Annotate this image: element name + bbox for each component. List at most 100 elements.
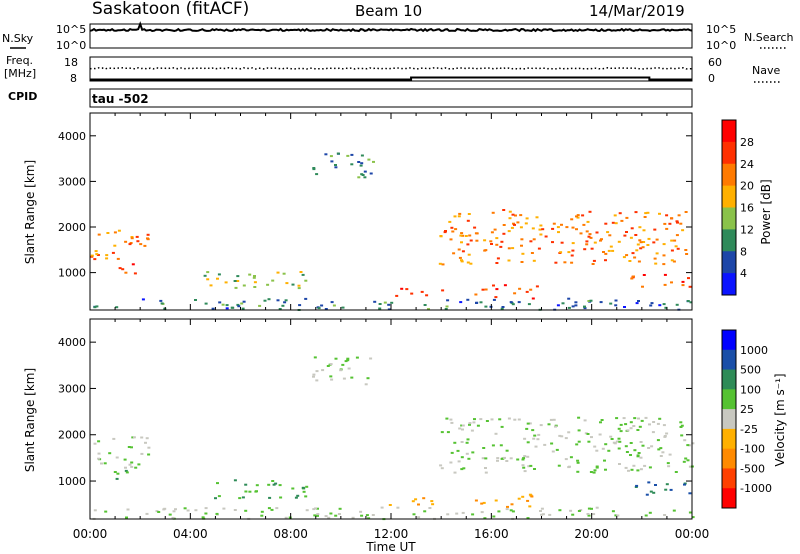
- echo-cell: [670, 217, 674, 220]
- echo-cell: [301, 273, 305, 276]
- echo-cell: [518, 287, 522, 290]
- echo-cell: [529, 464, 533, 467]
- echo-cell: [513, 418, 517, 421]
- echo-cell: [255, 484, 259, 487]
- echo-cell: [137, 463, 141, 466]
- echo-cell: [276, 299, 280, 302]
- echo-cell: [111, 251, 115, 254]
- echo-cell: [494, 499, 498, 502]
- echo-cell: [253, 275, 256, 277]
- echo-cell: [519, 214, 523, 217]
- echo-cell: [124, 271, 128, 274]
- echo-cell: [576, 470, 580, 473]
- echo-cell: [244, 490, 248, 493]
- echo-cell: [643, 464, 647, 467]
- echo-cell: [507, 230, 511, 233]
- echo-cell: [502, 209, 506, 211]
- echo-cell: [615, 417, 619, 420]
- echo-cell: [643, 216, 647, 218]
- echo-cell: [93, 306, 97, 309]
- echo-cell: [503, 456, 506, 459]
- echo-cell: [242, 300, 246, 303]
- y-tick-label: 1000: [58, 475, 86, 488]
- echo-cell: [225, 304, 229, 307]
- echo-cell: [93, 258, 97, 261]
- echo-cell: [595, 466, 599, 469]
- echo-cell: [595, 465, 599, 468]
- echo-cell: [449, 461, 453, 464]
- echo-cell: [509, 301, 513, 304]
- echo-cell: [267, 483, 271, 486]
- echo-cell: [611, 249, 615, 252]
- echo-cell: [503, 284, 507, 287]
- echo-cell: [285, 282, 289, 285]
- echo-cell: [613, 214, 617, 217]
- echo-cell: [683, 483, 686, 486]
- echo-cell: [467, 213, 471, 215]
- echo-cell: [97, 440, 101, 443]
- echo-cell: [395, 294, 399, 297]
- echo-cell: [417, 516, 421, 519]
- echo-cell: [663, 514, 667, 516]
- echo-cell: [590, 436, 593, 439]
- echo-cell: [659, 447, 663, 450]
- echo-cell: [505, 508, 509, 511]
- echo-cell: [216, 277, 219, 280]
- echo-cell: [446, 431, 450, 434]
- echo-cell: [619, 430, 623, 433]
- echo-cell: [544, 235, 548, 238]
- echo-cell: [334, 357, 338, 360]
- echo-cell: [359, 510, 363, 513]
- echo-cell: [523, 455, 527, 458]
- echo-cell: [663, 435, 667, 437]
- echo-cell: [446, 299, 450, 302]
- echo-cell: [536, 438, 540, 441]
- echo-cell: [121, 268, 125, 271]
- echo-cell: [312, 167, 316, 169]
- echo-cell: [691, 516, 695, 519]
- echo-cell: [629, 236, 633, 239]
- echo-cell: [625, 451, 629, 453]
- echo-cell: [221, 303, 225, 306]
- echo-cell: [139, 243, 143, 246]
- velocity-cbar-tick: 25: [740, 403, 754, 416]
- echo-cell: [622, 417, 626, 420]
- echo-cell: [675, 220, 679, 223]
- echo-cell: [668, 453, 672, 456]
- nave-label: Nave: [752, 64, 780, 77]
- power-ylabel: Slant Range [km]: [23, 160, 37, 264]
- echo-cell: [681, 229, 685, 232]
- echo-cell: [625, 254, 629, 257]
- echo-cell: [551, 227, 555, 230]
- echo-cell: [456, 449, 460, 452]
- echo-cell: [525, 290, 529, 293]
- echo-cell: [637, 452, 641, 454]
- echo-cell: [444, 308, 448, 310]
- echo-cell: [554, 425, 557, 428]
- echo-cell: [547, 423, 551, 426]
- echo-cell: [623, 306, 626, 308]
- echo-cell: [291, 283, 295, 286]
- power-cbar-tick: 12: [740, 223, 754, 236]
- echo-cell: [369, 357, 373, 360]
- echo-cell: [647, 447, 651, 449]
- echo-cell: [367, 158, 371, 161]
- echo-cell: [650, 302, 654, 305]
- echo-cell: [620, 219, 624, 222]
- echo-cell: [638, 239, 642, 242]
- power-colorbar: 4 8 12 16 20 24 28: [721, 119, 754, 296]
- echo-cell: [682, 460, 686, 463]
- echo-cell: [530, 252, 534, 254]
- echo-cell: [132, 436, 136, 439]
- echo-cell: [457, 248, 461, 251]
- echo-cell: [672, 260, 676, 263]
- echo-cell: [511, 303, 515, 306]
- echo-cell: [632, 425, 636, 427]
- echo-cell: [270, 508, 274, 511]
- echo-cell: [312, 375, 315, 378]
- echo-cell: [604, 468, 607, 471]
- echo-cell: [312, 508, 316, 511]
- echo-cell: [160, 302, 164, 305]
- echo-cell: [670, 249, 674, 252]
- echo-cell: [451, 230, 455, 233]
